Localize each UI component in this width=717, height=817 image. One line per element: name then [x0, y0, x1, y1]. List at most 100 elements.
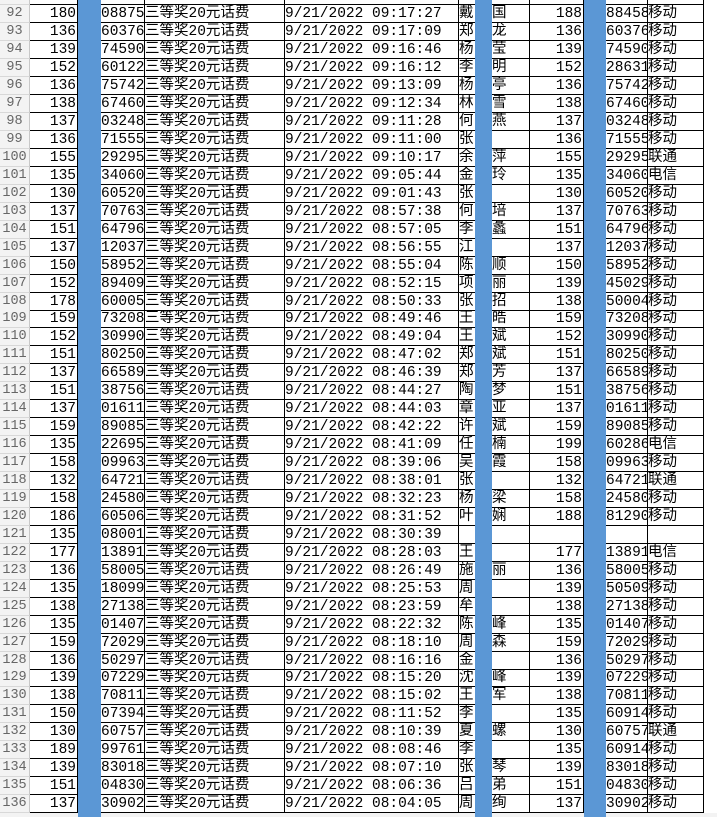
cell-phone-suffix-2[interactable]: 27138 [606, 597, 648, 616]
cell-prize[interactable]: 三等奖20元话费 [145, 489, 285, 508]
cell-datetime[interactable]: 9/21/2022 08:32:23 [285, 489, 459, 508]
cell-datetime[interactable]: 9/21/2022 09:12:34 [285, 95, 459, 114]
cell-datetime[interactable]: 9/21/2022 08:47:02 [285, 346, 459, 365]
cell-given-name[interactable]: 丽 [492, 561, 530, 580]
cell-datetime[interactable]: 9/21/2022 08:15:20 [285, 669, 459, 688]
cell-datetime[interactable]: 9/21/2022 08:26:49 [285, 561, 459, 580]
cell-prize[interactable]: 三等奖20元话费 [145, 148, 285, 167]
cell-surname[interactable]: 李 [459, 59, 476, 78]
row-header[interactable] [0, 0, 30, 6]
cell-phone-suffix-2[interactable]: 60520 [606, 184, 648, 203]
cell-datetime[interactable]: 9/21/2022 08:15:02 [285, 687, 459, 706]
cell-datetime[interactable]: 9/21/2022 08:18:10 [285, 633, 459, 652]
cell-surname[interactable]: 余 [459, 148, 476, 167]
cell-datetime[interactable]: 9/21/2022 09:16:46 [285, 41, 459, 60]
cell-carrier[interactable]: 移动 [648, 310, 704, 329]
cell-phone-prefix-2[interactable]: 158 [530, 489, 584, 508]
cell-carrier[interactable] [648, 525, 704, 544]
cell-carrier[interactable]: 移动 [648, 418, 704, 437]
cell-carrier[interactable]: 移动 [648, 59, 704, 78]
cell-datetime[interactable]: 9/21/2022 08:28:03 [285, 543, 459, 562]
cell-prize[interactable]: 三等奖20元话费 [145, 166, 285, 185]
cell-prize[interactable]: 三等奖20元话费 [145, 525, 285, 544]
cell-datetime[interactable]: 9/21/2022 08:44:03 [285, 400, 459, 419]
cell-phone-prefix-2[interactable]: 136 [530, 130, 584, 149]
cell-surname[interactable]: 王 [459, 543, 476, 562]
cell-phone-suffix-2[interactable] [606, 525, 648, 544]
cell-surname[interactable]: 周 [459, 795, 476, 814]
row-header[interactable]: 109 [0, 310, 30, 329]
cell-datetime[interactable]: 9/21/2022 08:08:46 [285, 741, 459, 760]
cell-phone-suffix-2[interactable]: 89085 [606, 418, 648, 437]
cell-prize[interactable]: 三等奖20元话费 [145, 507, 285, 526]
cell-given-name[interactable]: 国 [492, 5, 530, 24]
cell-datetime[interactable]: 9/21/2022 09:05:44 [285, 166, 459, 185]
cell-phone-suffix-2[interactable]: 71555 [606, 130, 648, 149]
cell-prize[interactable] [145, 0, 285, 6]
cell-given-name[interactable]: 斌 [492, 418, 530, 437]
cell-phone-prefix-2[interactable]: 177 [530, 543, 584, 562]
row-header[interactable]: 107 [0, 274, 30, 293]
cell-carrier[interactable]: 移动 [648, 382, 704, 401]
cell-given-name[interactable]: 明 [492, 59, 530, 78]
cell-phone-prefix[interactable]: 136 [30, 77, 78, 96]
cell-prize[interactable]: 三等奖20元话费 [145, 202, 285, 221]
cell-surname[interactable]: 许 [459, 418, 476, 437]
row-header[interactable]: 132 [0, 723, 30, 742]
cell-phone-suffix-2[interactable]: 13891 [606, 543, 648, 562]
cell-phone-suffix[interactable]: 83018 [101, 759, 145, 778]
cell-given-name[interactable]: 军 [492, 687, 530, 706]
cell-given-name[interactable]: 雪 [492, 95, 530, 114]
cell-phone-suffix-2[interactable] [606, 0, 648, 6]
cell-prize[interactable]: 三等奖20元话费 [145, 310, 285, 329]
cell-phone-prefix[interactable]: 151 [30, 220, 78, 239]
cell-phone-prefix-2[interactable]: 130 [530, 723, 584, 742]
cell-surname[interactable]: 张 [459, 759, 476, 778]
cell-given-name[interactable]: 芳 [492, 364, 530, 383]
cell-phone-prefix[interactable]: 135 [30, 579, 78, 598]
cell-prize[interactable]: 三等奖20元话费 [145, 59, 285, 78]
cell-given-name[interactable]: 萍 [492, 148, 530, 167]
cell-phone-prefix[interactable]: 137 [30, 202, 78, 221]
cell-prize[interactable]: 三等奖20元话费 [145, 23, 285, 42]
cell-given-name[interactable]: 螺 [492, 723, 530, 742]
cell-carrier[interactable]: 移动 [648, 256, 704, 275]
cell-given-name[interactable]: 莹 [492, 41, 530, 60]
cell-phone-prefix-2[interactable]: 136 [530, 651, 584, 670]
cell-phone-prefix-2[interactable]: 137 [530, 113, 584, 131]
cell-phone-suffix-2[interactable]: 50297 [606, 651, 648, 670]
cell-phone-suffix-2[interactable]: 80250 [606, 346, 648, 365]
cell-phone-suffix[interactable]: 18099 [101, 579, 145, 598]
cell-datetime[interactable]: 9/21/2022 09:17:09 [285, 23, 459, 42]
row-header[interactable]: 117 [0, 454, 30, 473]
cell-given-name[interactable]: 楠 [492, 436, 530, 455]
cell-prize[interactable]: 三等奖20元话费 [145, 95, 285, 114]
cell-prize[interactable]: 三等奖20元话费 [145, 651, 285, 670]
cell-surname[interactable]: 江 [459, 238, 476, 257]
row-header[interactable]: 116 [0, 436, 30, 455]
cell-phone-suffix[interactable]: 07229 [101, 669, 145, 688]
cell-carrier[interactable]: 移动 [648, 633, 704, 652]
cell-phone-suffix-2[interactable]: 75742 [606, 77, 648, 96]
cell-phone-prefix[interactable]: 138 [30, 597, 78, 616]
cell-phone-suffix-2[interactable]: 60757 [606, 723, 648, 742]
cell-carrier[interactable]: 移动 [648, 220, 704, 239]
cell-given-name[interactable] [492, 130, 530, 149]
cell-datetime[interactable]: 9/21/2022 08:22:32 [285, 615, 459, 634]
cell-phone-suffix[interactable]: 70763 [101, 202, 145, 221]
cell-surname[interactable]: 张 [459, 184, 476, 203]
row-header[interactable]: 131 [0, 705, 30, 724]
cell-prize[interactable]: 三等奖20元话费 [145, 5, 285, 24]
cell-phone-prefix[interactable]: 151 [30, 382, 78, 401]
cell-phone-prefix[interactable]: 159 [30, 310, 78, 329]
cell-datetime[interactable]: 9/21/2022 08:52:15 [285, 274, 459, 293]
cell-surname[interactable]: 吴 [459, 454, 476, 473]
cell-phone-prefix[interactable]: 152 [30, 328, 78, 347]
cell-surname[interactable]: 金 [459, 166, 476, 185]
cell-phone-suffix-2[interactable]: 38756 [606, 382, 648, 401]
cell-carrier[interactable]: 移动 [648, 130, 704, 149]
cell-prize[interactable]: 三等奖20元话费 [145, 256, 285, 275]
cell-surname[interactable]: 杨 [459, 489, 476, 508]
cell-surname[interactable]: 王 [459, 310, 476, 329]
